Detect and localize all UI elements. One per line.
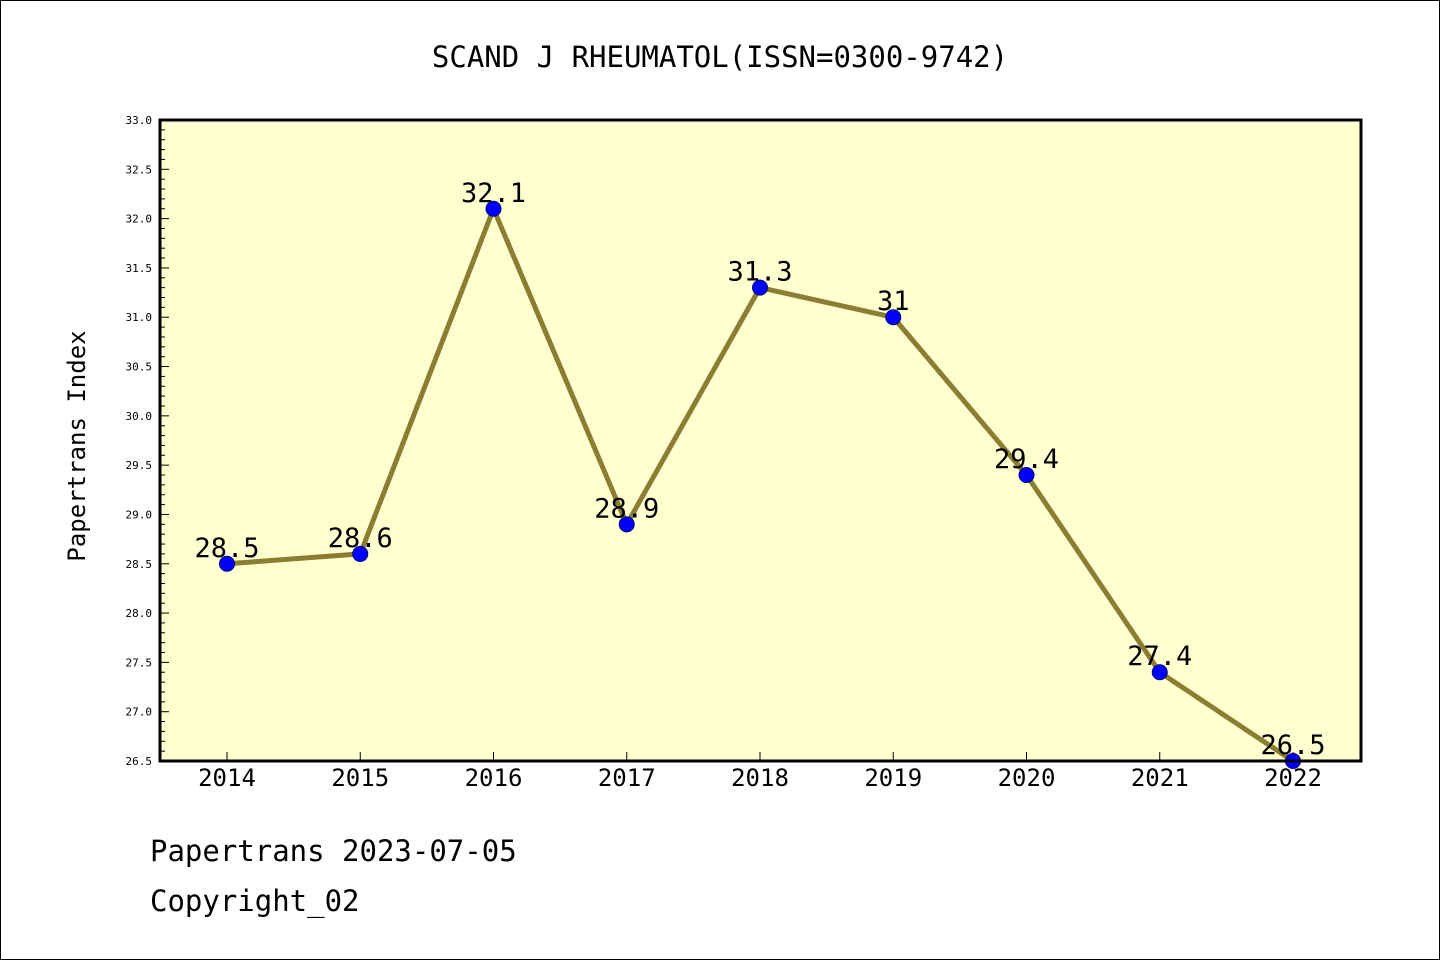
x-tick-label: 2015 — [331, 764, 389, 792]
data-point — [485, 200, 502, 217]
data-point — [885, 309, 902, 326]
data-label: 28.5 — [194, 533, 259, 564]
data-point — [352, 545, 369, 562]
plot-border — [158, 118, 1363, 763]
y-tick-label: 30.5 — [126, 361, 153, 374]
data-label: 28.9 — [594, 493, 659, 524]
x-axis: 2014 2015 2016 2017 2018 2019 2020 2021 2022 — [198, 752, 1322, 792]
y-tick-label: 26.5 — [126, 755, 153, 768]
data-point — [1018, 467, 1035, 484]
data-label: 31 — [877, 286, 910, 317]
y-tick-label: 32.5 — [126, 163, 153, 176]
data-point — [219, 555, 235, 572]
x-tick-label: 2021 — [1131, 764, 1189, 792]
y-tick-label: 31.0 — [126, 311, 153, 324]
y-tick-label: 27.0 — [126, 706, 153, 719]
y-tick-label: 33.0 — [126, 114, 153, 127]
y-tick-label: 28.5 — [126, 558, 153, 571]
plot-area — [160, 120, 1361, 761]
footer-date-label: Papertrans 2023-07-05 — [150, 834, 517, 868]
data-labels: 28.5 28.6 32.1 28.9 31.3 31 29.4 27.4 26.5 — [194, 178, 1325, 761]
data-label: 26.5 — [1260, 730, 1325, 761]
y-tick-label: 29.5 — [126, 459, 153, 472]
data-point — [1151, 664, 1168, 681]
data-point — [618, 516, 635, 533]
y-tick-label: 29.0 — [126, 508, 153, 521]
x-tick-label: 2019 — [864, 764, 922, 792]
data-series — [219, 200, 1301, 769]
x-tick-label: 2018 — [731, 764, 789, 792]
y-tick-label: 30.0 — [126, 410, 153, 423]
x-tick-label: 2020 — [998, 764, 1056, 792]
y-tick-label: 28.0 — [126, 607, 153, 620]
y-tick-label: 31.5 — [126, 262, 153, 275]
y-tick-label: 32.0 — [126, 213, 153, 226]
data-label: 32.1 — [461, 178, 526, 209]
x-tick-label: 2016 — [465, 764, 523, 792]
data-label: 29.4 — [994, 444, 1059, 475]
chart-title: SCAND J RHEUMATOL(ISSN=0300-9742) — [432, 40, 1008, 74]
data-label: 31.3 — [727, 257, 792, 288]
footer-copyright-label: Copyright_02 — [150, 884, 360, 918]
x-tick-label: 2014 — [198, 764, 256, 792]
x-tick-label: 2017 — [598, 764, 656, 792]
data-label: 28.6 — [328, 523, 393, 554]
y-axis-label: Papertrans Index — [63, 330, 91, 561]
data-point — [752, 279, 768, 296]
data-label: 27.4 — [1127, 641, 1192, 672]
y-tick-label: 27.5 — [126, 656, 153, 669]
